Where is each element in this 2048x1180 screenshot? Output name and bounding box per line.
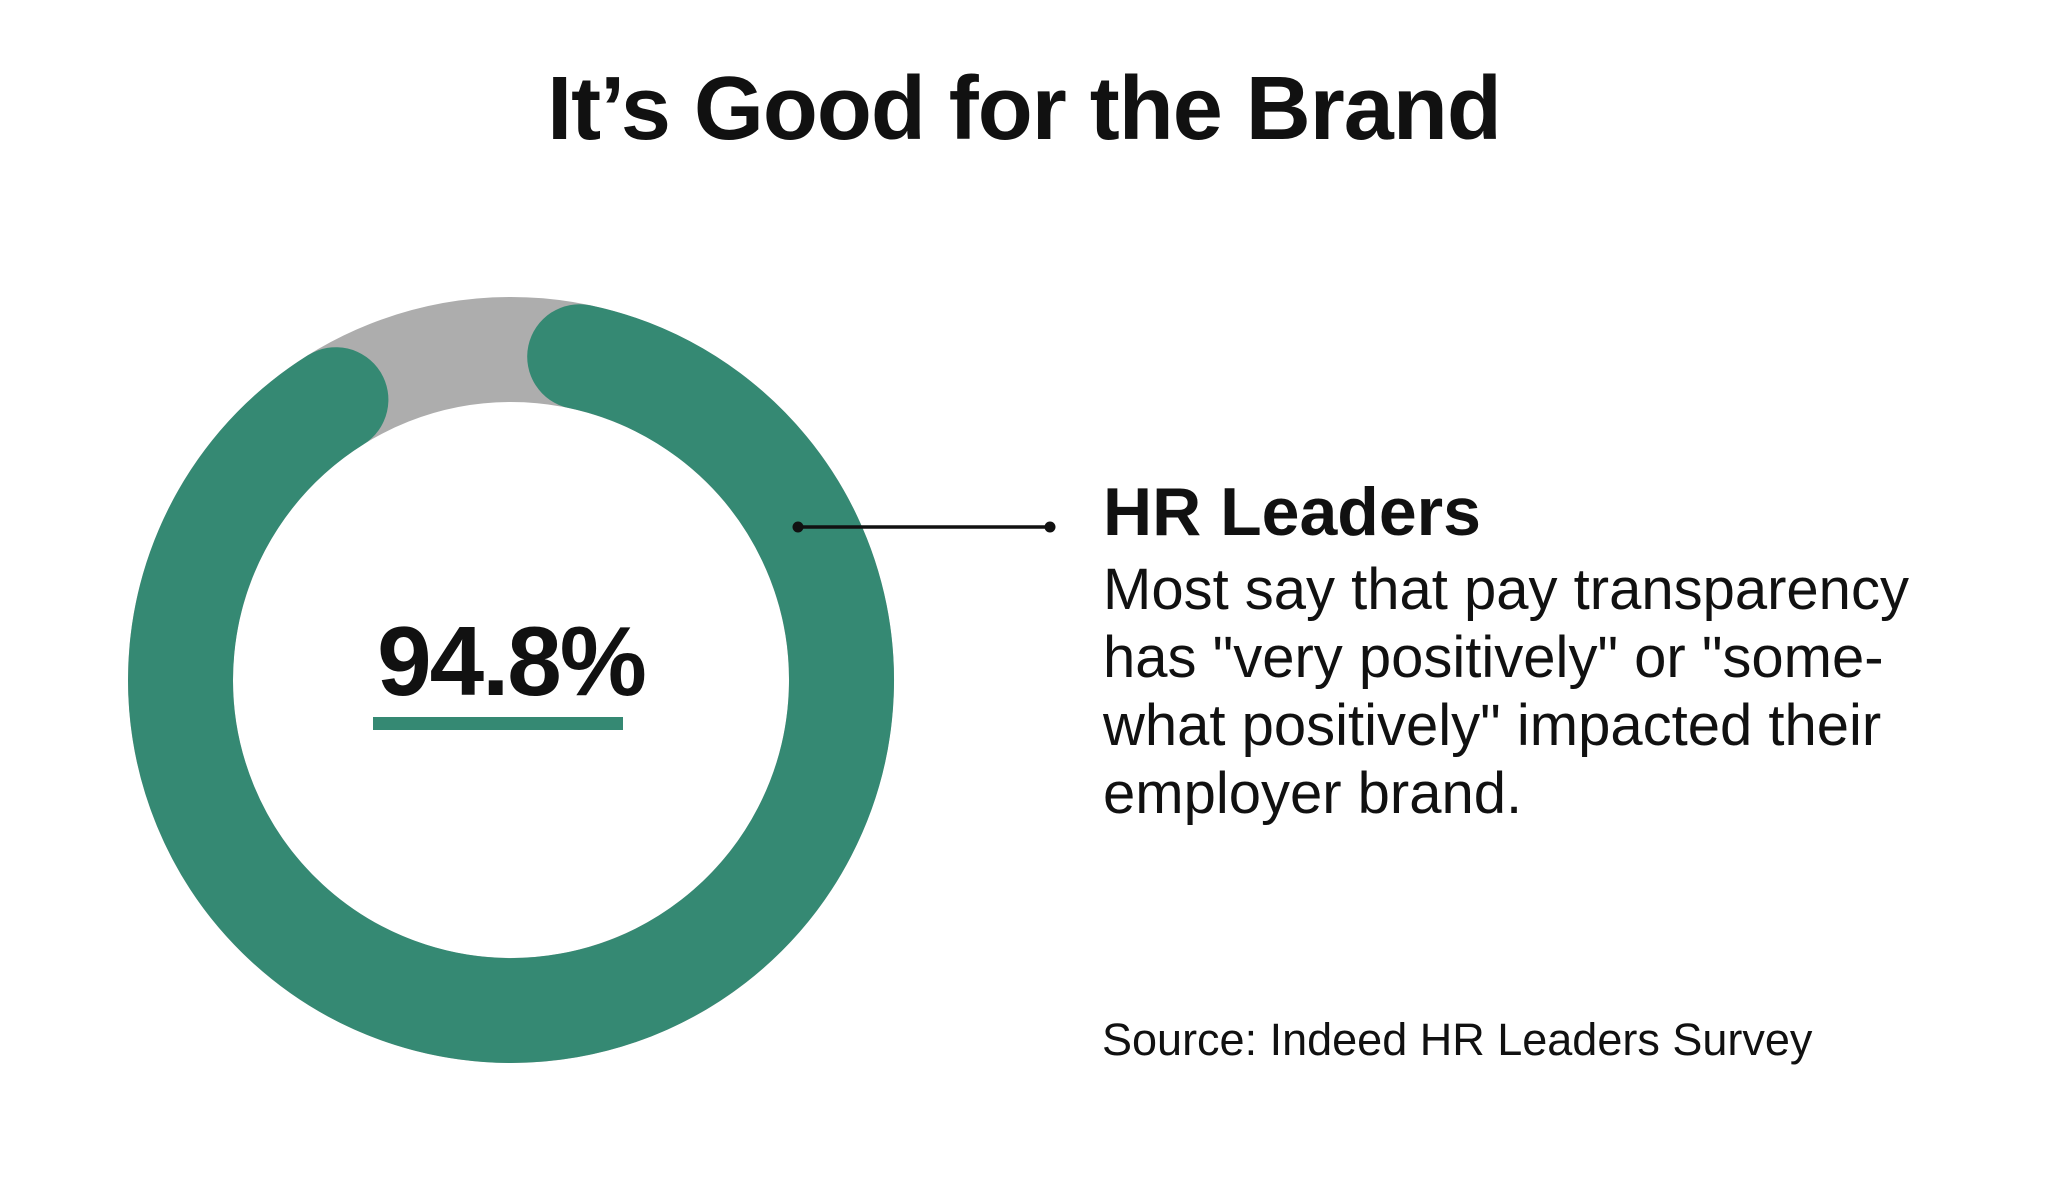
page-title: It’s Good for the Brand [547, 59, 1502, 159]
callout-dot-left [792, 521, 804, 533]
callout-heading: HR Leaders [1103, 474, 1481, 550]
donut-center-percent: 94.8% [377, 606, 647, 716]
source-attribution: Source: Indeed HR Leaders Survey [1102, 1014, 1813, 1065]
callout-body-text: Most say that pay transparency has "very… [1103, 557, 1909, 826]
percent-underline-bar [373, 717, 623, 730]
donut-value-arc [128, 304, 895, 1063]
callout-dot-right [1044, 521, 1056, 533]
